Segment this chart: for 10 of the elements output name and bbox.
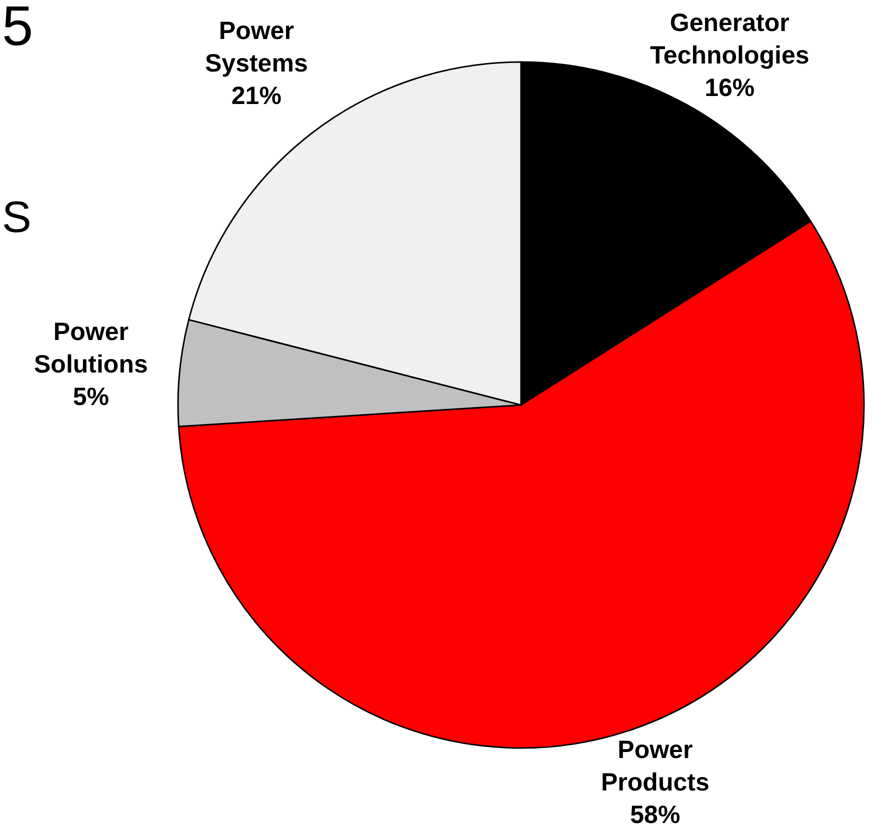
data-label: 21% (231, 82, 282, 110)
slice-label: Power Products (601, 736, 710, 796)
data-label: 5% (72, 383, 110, 411)
slice-label: Power Solutions (34, 318, 148, 378)
slice-label: Generator Technologies (650, 9, 810, 70)
data-label: 16% (704, 74, 755, 102)
data-label: 58% (630, 801, 680, 829)
text: S (2, 193, 32, 242)
slice-label: Power Systems (205, 17, 308, 78)
text: 5 (2, 0, 34, 57)
